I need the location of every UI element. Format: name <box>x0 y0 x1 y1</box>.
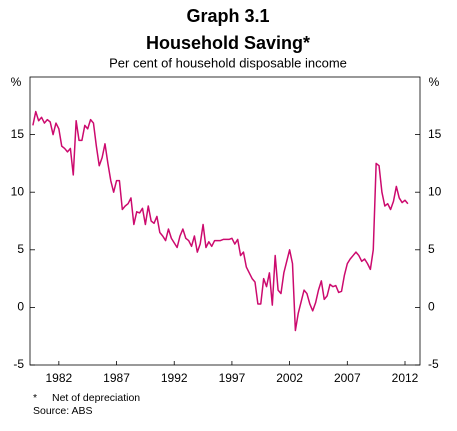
chart-subtitle2: Per cent of household disposable income <box>109 55 347 70</box>
y2-axis-unit: % <box>429 75 440 89</box>
x-tick-label: 2002 <box>276 371 303 385</box>
y-tick-label: 10 <box>11 184 25 198</box>
source: Source: ABS <box>33 405 93 417</box>
x-tick-label: 1987 <box>103 371 130 385</box>
plot-frame <box>29 76 421 366</box>
chart-subtitle: Household Saving* <box>146 33 310 53</box>
y2-tick-label: 0 <box>428 300 435 314</box>
note: Net of depreciation <box>52 392 140 404</box>
x-tick-label: 1982 <box>45 371 72 385</box>
note-marker: * <box>33 392 37 404</box>
y-tick-label: 0 <box>17 300 24 314</box>
x-tick-label: 2012 <box>392 371 419 385</box>
y-tick-label: 15 <box>11 127 25 141</box>
x-tick-label: 2007 <box>334 371 361 385</box>
y-axis-unit: % <box>11 75 22 89</box>
series-line <box>32 110 409 332</box>
y2-tick-label: 5 <box>428 242 435 256</box>
y-tick-label: 5 <box>17 242 24 256</box>
chart-title: Graph 3.1 <box>186 6 269 26</box>
x-tick-label: 1997 <box>219 371 246 385</box>
x-tick-label: 1992 <box>161 371 188 385</box>
y2-tick-label: 10 <box>428 184 442 198</box>
y2-tick-label: -5 <box>428 357 439 371</box>
y-tick-label: -5 <box>13 357 24 371</box>
y2-tick-label: 15 <box>428 127 442 141</box>
